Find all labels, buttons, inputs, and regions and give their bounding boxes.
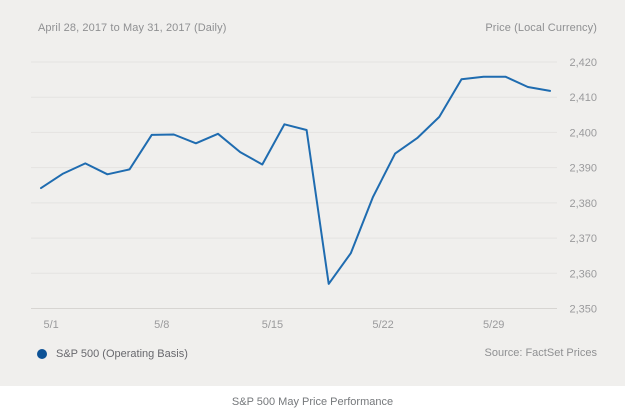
x-tick-label: 5/8 — [154, 319, 169, 331]
source-label: Source: FactSet Prices — [484, 347, 598, 359]
x-tick-label: 5/22 — [372, 319, 393, 331]
series-label: S&P 500 (Operating Basis) — [56, 348, 188, 360]
chart-card: 2,350 2,360 2,370 2,380 2,390 2,400 2,410 2,420… — [0, 0, 625, 386]
y-tick-label: 2,350 — [569, 304, 597, 316]
price-line-series — [40, 75, 551, 285]
y-tick-label: 2,370 — [569, 233, 597, 245]
series-marker-icon — [37, 349, 47, 359]
date-range-label: April 28, 2017 to May 31, 2017 (Daily) — [38, 22, 227, 34]
y-axis-title: Price (Local Currency) — [485, 22, 597, 34]
legend: S&P 500 (Operating Basis) — [37, 346, 188, 362]
price-line-chart: 2,350 2,360 2,370 2,380 2,390 2,400 2,410 2,420… — [31, 57, 597, 331]
x-tick-label: 5/29 — [483, 319, 504, 331]
x-tick-label: 5/15 — [262, 319, 283, 331]
y-tick-label: 2,410 — [569, 92, 597, 104]
y-tick-label: 2,420 — [569, 57, 597, 69]
y-tick-label: 2,380 — [569, 198, 597, 210]
y-tick-label: 2,390 — [569, 163, 597, 175]
chart-caption: S&P 500 May Price Performance — [231, 396, 394, 408]
y-tick-label: 2,360 — [569, 268, 597, 280]
y-tick-label: 2,400 — [569, 127, 597, 139]
x-tick-label: 5/1 — [43, 319, 58, 331]
